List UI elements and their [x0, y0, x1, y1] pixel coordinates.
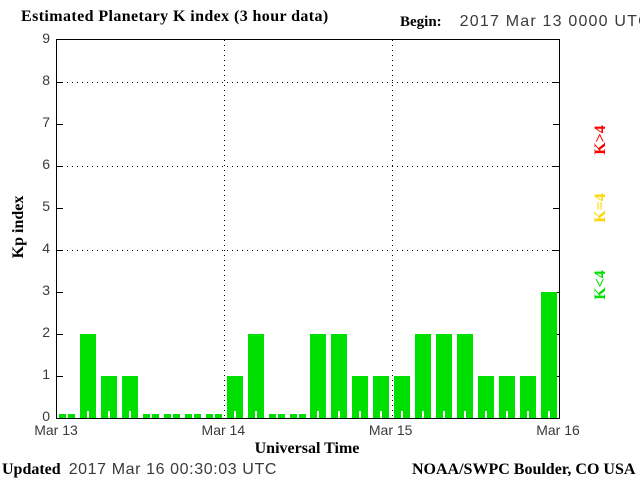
y-tick-right	[553, 250, 559, 251]
y-tick-left	[57, 334, 63, 335]
y-tick-left	[57, 124, 63, 125]
bar-base-tick	[171, 411, 174, 418]
y-tick-label: 2	[42, 324, 50, 340]
updated-line: Updated 2017 Mar 16 00:30:03 UTC	[2, 461, 277, 479]
bar-base-tick	[296, 411, 299, 418]
kp-bar	[498, 376, 515, 418]
bar-base-tick	[484, 411, 487, 418]
day-boundary-line	[224, 40, 226, 418]
begin-value: 2017 Mar 13 0000 UTC	[459, 13, 640, 30]
kp-bar	[101, 376, 118, 418]
gridline-kp-6	[57, 166, 559, 167]
bar-base-tick	[108, 411, 111, 418]
y-tick-left	[57, 292, 63, 293]
bar-base-tick	[463, 411, 466, 418]
y-axis-label: Kp index	[10, 195, 27, 259]
plot-area	[56, 39, 560, 419]
kp-bar	[477, 376, 494, 418]
y-tick-right	[553, 124, 559, 125]
x-tick-label: Mar 13	[34, 422, 78, 438]
bar-base-tick	[212, 411, 215, 418]
updated-label: Updated	[2, 461, 61, 478]
kp-bar	[519, 376, 536, 418]
x-tick-label: Mar 15	[368, 422, 413, 438]
y-tick-right	[553, 166, 559, 167]
day-boundary-line	[391, 40, 393, 418]
y-tick-label: 0	[42, 408, 50, 424]
x-tick-label: Mar 14	[201, 422, 246, 438]
y-tick-label: 6	[42, 156, 50, 172]
kp-bar	[435, 334, 452, 418]
y-tick-label: 4	[42, 240, 50, 256]
bar-base-tick	[526, 411, 529, 418]
chart-title: Estimated Planetary K index (3 hour data…	[21, 8, 329, 25]
y-tick-label: 3	[42, 282, 50, 298]
kp-bar	[310, 334, 327, 418]
bar-base-tick	[87, 411, 90, 418]
bar-base-tick	[547, 411, 550, 418]
kp-bar	[352, 376, 369, 418]
y-tick-left	[57, 208, 63, 209]
kp-bar	[331, 334, 348, 418]
y-tick-right	[553, 208, 559, 209]
kp-bar	[456, 334, 473, 418]
y-tick-left	[57, 376, 63, 377]
x-axis-label: Universal Time	[254, 440, 360, 457]
bar-base-tick	[66, 411, 69, 418]
y-tick-left	[57, 166, 63, 167]
bar-base-tick	[422, 411, 425, 418]
kp-bar	[80, 334, 97, 418]
begin-row: Begin: 2017 Mar 13 0000 UTC	[400, 13, 640, 31]
y-tick-label: 5	[42, 198, 50, 214]
y-tick-label: 1	[42, 366, 50, 382]
x-tick-label: Mar 16	[536, 422, 580, 438]
y-tick-left	[57, 250, 63, 251]
bar-base-tick	[150, 411, 153, 418]
bar-base-tick	[505, 411, 508, 418]
begin-label: Begin:	[400, 14, 442, 30]
kp-bar	[415, 334, 432, 418]
bar-base-tick	[233, 411, 236, 418]
kp-bar	[394, 376, 411, 418]
bar-base-tick	[129, 411, 132, 418]
legend-item-K4: K>4	[592, 125, 609, 155]
gridline-kp-8	[57, 82, 559, 83]
updated-value: 2017 Mar 16 00:30:03 UTC	[68, 461, 277, 478]
kp-bar	[247, 334, 264, 418]
bar-base-tick	[338, 411, 341, 418]
y-tick-left	[57, 82, 63, 83]
kp-bar	[122, 376, 139, 418]
kp-bar	[373, 376, 390, 418]
bar-base-tick	[275, 411, 278, 418]
y-tick-right	[553, 82, 559, 83]
legend-item-K4: K<4	[592, 270, 609, 300]
bar-base-tick	[359, 411, 362, 418]
bar-base-tick	[317, 411, 320, 418]
bar-base-tick	[442, 411, 445, 418]
kp-bar	[540, 292, 557, 418]
kp-bar	[226, 376, 243, 418]
y-tick-label: 9	[42, 30, 50, 46]
bar-base-tick	[254, 411, 257, 418]
gridline-kp-4	[57, 250, 559, 251]
bar-base-tick	[191, 411, 194, 418]
bar-base-tick	[380, 411, 383, 418]
bar-base-tick	[401, 411, 404, 418]
y-tick-label: 8	[42, 72, 50, 88]
legend-item-K4: K=4	[592, 193, 609, 223]
y-tick-label: 7	[42, 114, 50, 130]
credit-text: NOAA/SWPC Boulder, CO USA	[412, 461, 636, 478]
